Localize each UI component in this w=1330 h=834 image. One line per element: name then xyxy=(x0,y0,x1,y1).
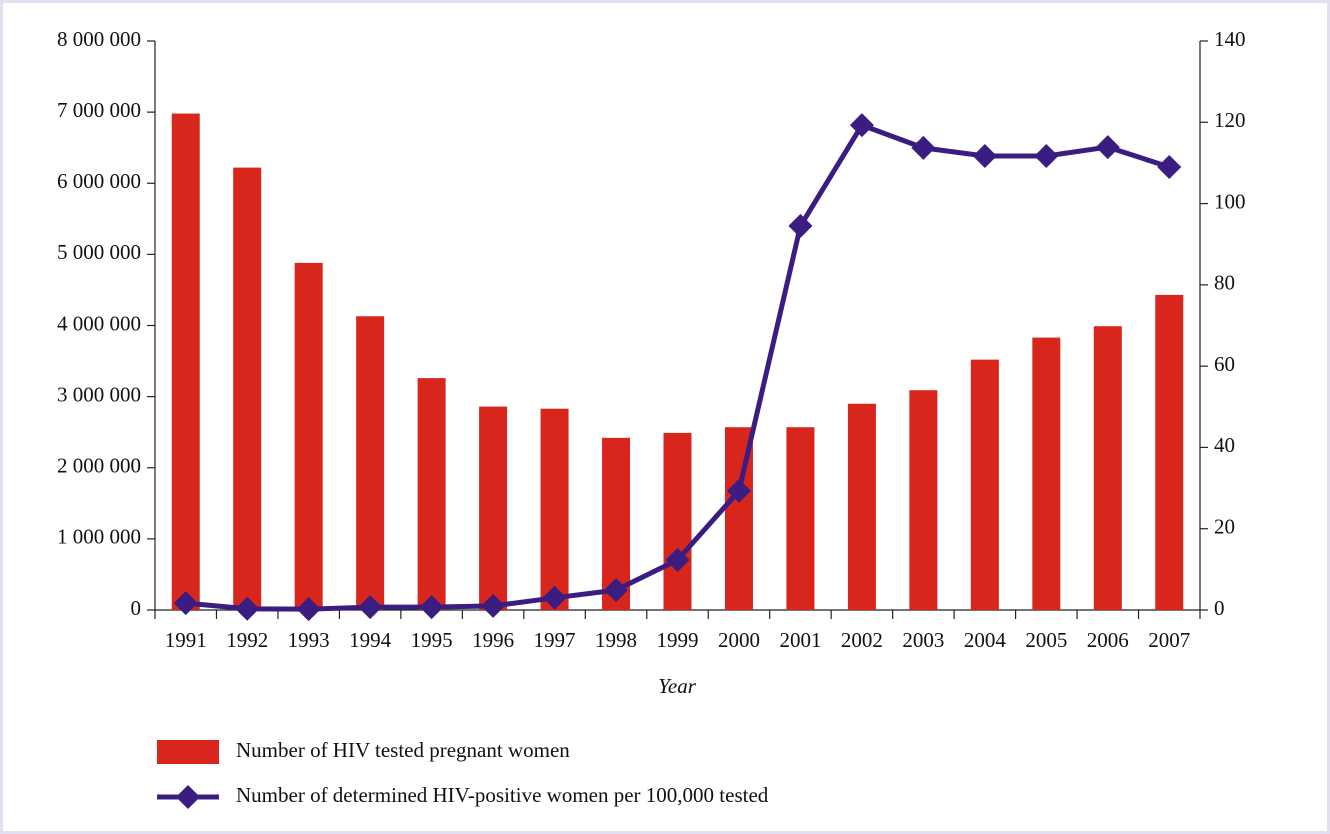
marker xyxy=(296,597,321,622)
x-tick-label: 2007 xyxy=(1148,628,1190,652)
y-tick-label: 2 000 000 xyxy=(57,454,141,478)
marker xyxy=(481,593,506,618)
x-tick-label: 1994 xyxy=(349,628,392,652)
marker xyxy=(1095,135,1120,160)
y-tick-label: 6 000 000 xyxy=(57,169,141,193)
bar xyxy=(356,316,385,610)
y2-tick-label: 20 xyxy=(1214,515,1235,539)
legend-marker xyxy=(176,785,200,809)
marker xyxy=(665,548,690,573)
x-tick-label: 1998 xyxy=(595,628,637,652)
y-tick-label: 7 000 000 xyxy=(57,98,141,122)
marker xyxy=(1157,154,1182,179)
bar xyxy=(663,432,692,610)
bar xyxy=(171,113,200,611)
x-axis-label: Year xyxy=(658,674,697,698)
x-tick-label: 1993 xyxy=(288,628,330,652)
bar xyxy=(233,167,262,611)
x-tick-label: 1997 xyxy=(534,628,576,652)
bar xyxy=(540,408,569,610)
bar xyxy=(1155,294,1184,610)
marker xyxy=(358,595,383,620)
bar xyxy=(786,427,815,610)
bar xyxy=(417,378,446,610)
x-tick-label: 1991 xyxy=(165,628,207,652)
bar xyxy=(847,403,876,610)
bar xyxy=(479,406,508,610)
y2-tick-label: 120 xyxy=(1214,108,1246,132)
x-tick-label: 2000 xyxy=(718,628,760,652)
x-tick-label: 1992 xyxy=(226,628,268,652)
legend-swatch xyxy=(157,740,219,764)
marker xyxy=(849,113,874,138)
x-tick-label: 1995 xyxy=(411,628,453,652)
marker xyxy=(419,595,444,620)
bar xyxy=(1032,337,1061,610)
marker xyxy=(726,478,751,503)
y2-tick-label: 80 xyxy=(1214,271,1235,295)
bar xyxy=(1093,326,1122,610)
y-tick-label: 1 000 000 xyxy=(57,525,141,549)
x-tick-label: 2003 xyxy=(902,628,944,652)
y-tick-label: 4 000 000 xyxy=(57,311,141,335)
marker xyxy=(911,135,936,160)
x-tick-label: 1996 xyxy=(472,628,514,652)
y2-tick-label: 40 xyxy=(1214,433,1235,457)
x-tick-label: 2001 xyxy=(779,628,821,652)
x-tick-label: 1999 xyxy=(657,628,699,652)
x-tick-label: 2005 xyxy=(1025,628,1067,652)
y-tick-label: 3 000 000 xyxy=(57,382,141,406)
marker xyxy=(235,596,260,621)
y2-tick-label: 140 xyxy=(1214,27,1246,51)
bar xyxy=(909,390,938,610)
x-tick-label: 2006 xyxy=(1087,628,1129,652)
x-tick-label: 2002 xyxy=(841,628,883,652)
y-tick-label: 0 xyxy=(131,596,142,620)
legend-label: Number of HIV tested pregnant women xyxy=(236,738,570,762)
marker xyxy=(604,578,629,603)
bar xyxy=(294,262,323,610)
y2-tick-label: 100 xyxy=(1214,189,1246,213)
y2-tick-label: 60 xyxy=(1214,352,1235,376)
marker xyxy=(972,144,997,169)
y-tick-label: 8 000 000 xyxy=(57,27,141,51)
y-tick-label: 5 000 000 xyxy=(57,240,141,264)
marker xyxy=(542,585,567,610)
marker xyxy=(1034,144,1059,169)
marker xyxy=(788,213,813,238)
legend-label: Number of determined HIV-positive women … xyxy=(236,783,769,807)
x-tick-label: 2004 xyxy=(964,628,1007,652)
marker xyxy=(173,591,198,616)
bar xyxy=(970,359,999,610)
y2-tick-label: 0 xyxy=(1214,596,1225,620)
